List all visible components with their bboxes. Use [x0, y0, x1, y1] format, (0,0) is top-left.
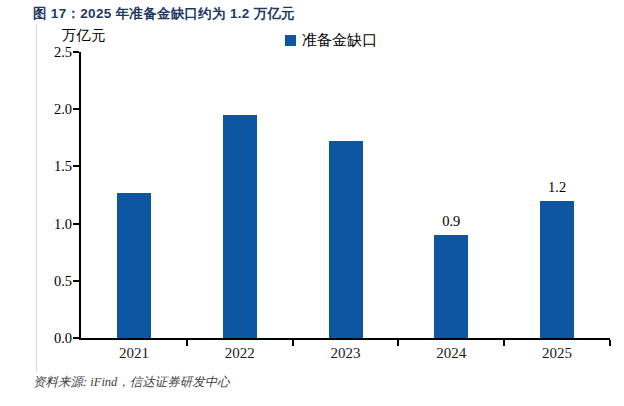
figure-container: 图 17：2025 年准备金缺口约为 1.2 万亿元 万亿元 准备金缺口 0.0…	[0, 0, 624, 406]
bar-2024	[434, 235, 468, 338]
y-axis-unit-label: 万亿元	[62, 26, 106, 45]
y-tick-mark	[73, 108, 79, 110]
bar-value-label: 0.9	[442, 213, 460, 230]
x-axis-label-2021: 2021	[119, 345, 149, 362]
x-tick-mark	[292, 340, 294, 346]
plot-area: 0.00.51.01.52.02.52021202220230.920241.2…	[79, 52, 610, 340]
x-tick-mark	[609, 340, 611, 346]
x-axis-label-2022: 2022	[225, 345, 255, 362]
x-axis-label-2023: 2023	[331, 345, 361, 362]
bar-2021	[117, 193, 151, 338]
y-tick-label: 0.5	[54, 272, 72, 289]
x-axis-label-2025: 2025	[542, 345, 572, 362]
x-tick-mark	[186, 340, 188, 346]
bar-2023	[329, 141, 363, 338]
legend-label: 准备金缺口	[302, 31, 377, 50]
table-cell-border	[36, 24, 37, 372]
x-axis-label-2024: 2024	[436, 345, 466, 362]
y-tick-label: 0.0	[54, 330, 72, 347]
bar-value-label: 1.2	[548, 179, 566, 196]
y-tick-label: 2.0	[54, 101, 72, 118]
y-tick-mark	[73, 51, 79, 53]
y-tick-mark	[73, 165, 79, 167]
y-tick-mark	[73, 223, 79, 225]
source-note: 资料来源: iFind，信达证券研发中心	[33, 374, 230, 391]
y-tick-mark	[73, 280, 79, 282]
x-tick-mark	[397, 340, 399, 346]
y-tick-label: 1.0	[54, 215, 72, 232]
bar-2022	[223, 115, 257, 338]
legend-swatch-icon	[285, 35, 296, 46]
bar-2025	[540, 201, 574, 338]
legend: 准备金缺口	[285, 31, 377, 50]
x-tick-mark	[503, 340, 505, 346]
y-tick-label: 1.5	[54, 158, 72, 175]
y-tick-mark	[73, 337, 79, 339]
y-tick-label: 2.5	[54, 44, 72, 61]
chart-title: 图 17：2025 年准备金缺口约为 1.2 万亿元	[33, 5, 295, 23]
